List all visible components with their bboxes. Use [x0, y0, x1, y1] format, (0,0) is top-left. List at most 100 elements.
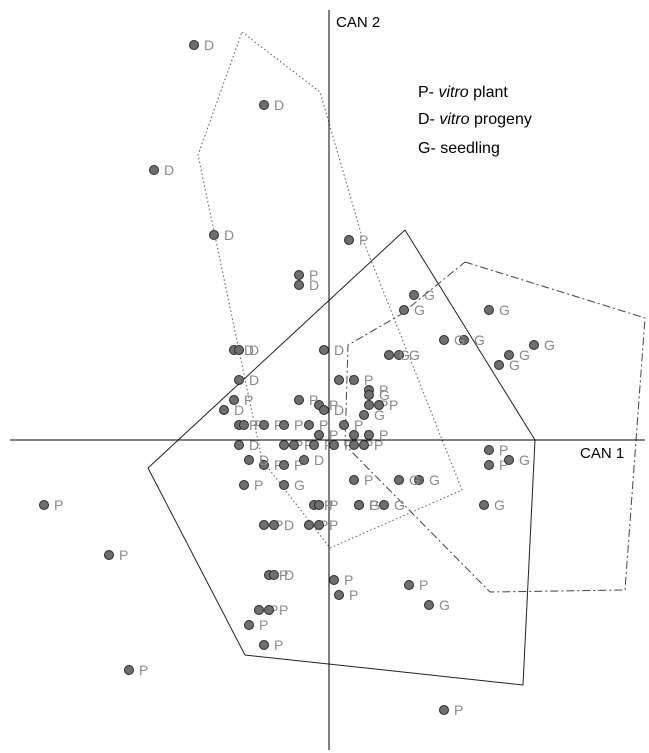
- point-label-p-21: P: [324, 437, 333, 453]
- point-p-29: [349, 475, 359, 485]
- point-label-p-11: P: [254, 417, 263, 433]
- point-p-35: [314, 520, 324, 530]
- point-label-p-36: P: [54, 497, 63, 513]
- point-label-p-4: P: [379, 382, 388, 398]
- point-label-g-7: G: [519, 347, 530, 363]
- point-label-p-9: P: [389, 397, 398, 413]
- point-d-9: [219, 405, 229, 415]
- point-label-g-4: G: [454, 332, 465, 348]
- point-g-2: [484, 305, 494, 315]
- point-label-g-12: G: [519, 452, 530, 468]
- point-p-48: [439, 705, 449, 715]
- point-p-33: [259, 520, 269, 530]
- point-g-7: [504, 350, 514, 360]
- point-g-3: [459, 335, 469, 345]
- point-g-15: [379, 500, 389, 510]
- point-label-p-7: P: [329, 397, 338, 413]
- point-label-d-2: D: [164, 162, 174, 178]
- point-label-p-22: P: [344, 437, 353, 453]
- point-g-6: [384, 350, 394, 360]
- point-label-d-6: D: [249, 342, 259, 358]
- point-label-d-5: D: [244, 342, 254, 358]
- point-label-d-8: D: [249, 372, 259, 388]
- can2-axis-label: CAN 2: [336, 14, 380, 31]
- point-d-8: [234, 375, 244, 385]
- point-g-10: [364, 390, 374, 400]
- hull-p-vitro-plant: [147, 229, 536, 686]
- point-d-13: [299, 455, 309, 465]
- point-label-p-25: P: [499, 442, 508, 458]
- point-label-g-10: G: [379, 387, 390, 403]
- point-p-6: [294, 395, 304, 405]
- point-g-16: [479, 500, 489, 510]
- point-label-p-0: P: [359, 232, 368, 248]
- point-label-p-32: P: [499, 457, 508, 473]
- point-label-p-29: P: [364, 472, 373, 488]
- point-p-43: [254, 605, 264, 615]
- point-label-g-16: G: [494, 497, 505, 513]
- can1-axis-label: CAN 1: [580, 445, 624, 462]
- point-label-p-40: P: [344, 572, 353, 588]
- point-label-g-15: G: [394, 497, 405, 513]
- point-label-p-42: P: [419, 577, 428, 593]
- point-label-p-30: P: [324, 497, 333, 513]
- point-label-d-14: D: [284, 517, 294, 533]
- point-p-45: [244, 620, 254, 630]
- point-label-d-15: D: [284, 567, 294, 583]
- point-g-11: [359, 410, 369, 420]
- point-d-15: [269, 570, 279, 580]
- point-d-0: [189, 40, 199, 50]
- point-label-p-3: P: [364, 372, 373, 388]
- point-label-g-0: G: [424, 287, 435, 303]
- point-label-p-35: P: [329, 517, 338, 533]
- point-label-g-11: G: [374, 407, 385, 423]
- legend-entry-p: P- vitro plant: [418, 84, 508, 101]
- point-p-19: [279, 440, 289, 450]
- point-g-13: [414, 475, 424, 485]
- point-p-32: [484, 460, 494, 470]
- point-label-p-46: P: [274, 637, 283, 653]
- point-p-18: [364, 430, 374, 440]
- point-label-p-10: P: [249, 417, 258, 433]
- point-d-14: [269, 520, 279, 530]
- point-label-g-17: G: [369, 497, 380, 513]
- point-label-g-8: G: [544, 337, 555, 353]
- point-p-0: [344, 235, 354, 245]
- legend-entry-g: G- seedling: [418, 140, 500, 157]
- hulls: [147, 31, 646, 686]
- point-p-13: [279, 420, 289, 430]
- legend: P- vitro plant D- vitro progeny G- seedl…: [418, 84, 532, 157]
- point-label-d-7: D: [334, 342, 344, 358]
- point-label-d-11: D: [249, 437, 259, 453]
- point-p-14: [304, 420, 314, 430]
- point-label-d-10: D: [334, 402, 344, 418]
- point-label-p-28: P: [294, 457, 303, 473]
- point-p-12: [259, 420, 269, 430]
- point-label-p-45: P: [259, 617, 268, 633]
- point-p-20: [289, 440, 299, 450]
- point-p-1: [294, 270, 304, 280]
- point-p-26: [239, 480, 249, 490]
- point-g-18: [279, 480, 289, 490]
- point-label-g-18: G: [294, 477, 305, 493]
- point-g-0: [409, 290, 419, 300]
- point-p-21: [309, 440, 319, 450]
- point-p-11: [239, 420, 249, 430]
- point-p-44: [264, 605, 274, 615]
- point-p-16: [314, 430, 324, 440]
- point-d-11: [234, 440, 244, 450]
- point-p-47: [124, 665, 134, 675]
- point-p-22: [329, 440, 339, 450]
- point-label-p-38: P: [119, 547, 128, 563]
- point-label-p-24: P: [374, 437, 383, 453]
- point-d-1: [259, 100, 269, 110]
- point-g-14: [394, 475, 404, 485]
- point-label-p-1: P: [309, 267, 318, 283]
- point-label-g-9: G: [509, 357, 520, 373]
- point-label-p-12: P: [274, 417, 283, 433]
- point-g-9: [494, 360, 504, 370]
- point-p-38: [104, 550, 114, 560]
- point-p-2: [334, 375, 344, 385]
